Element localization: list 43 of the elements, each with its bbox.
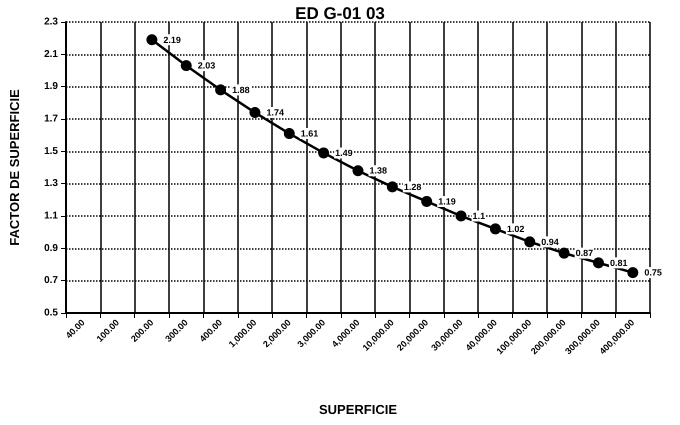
point <box>386 181 398 192</box>
point <box>592 257 604 268</box>
data-label: 0.94 <box>541 236 559 247</box>
y-tick-label: 2.1 <box>44 48 58 60</box>
y-tick-label: 1.3 <box>44 178 58 190</box>
y-tick-label: 0.9 <box>44 242 58 254</box>
point <box>558 248 570 259</box>
point <box>456 210 467 222</box>
data-label: 1.49 <box>335 148 353 158</box>
data-label: 0.87 <box>576 248 594 258</box>
data-label: 1.88 <box>232 84 250 95</box>
point <box>180 60 192 72</box>
point <box>421 196 432 207</box>
y-tick-label: 1.5 <box>44 146 58 157</box>
y-tick-label: 1.9 <box>44 81 58 92</box>
y-tick-label: 1.7 <box>44 114 58 124</box>
x-axis-title: SUPERFICIE <box>318 402 398 417</box>
data-label: 1.02 <box>506 224 524 234</box>
point <box>352 165 364 176</box>
data-label: 0.81 <box>610 258 628 268</box>
data-label: 2.19 <box>163 34 181 45</box>
chart-title: ED G-01 03 <box>295 4 385 23</box>
point <box>318 147 330 158</box>
y-tick-label: 0.7 <box>44 275 58 286</box>
point <box>490 223 501 234</box>
point <box>284 128 295 140</box>
data-label: 1.1 <box>472 211 486 221</box>
y-tick-label: 0.5 <box>44 308 58 318</box>
data-label: 1.19 <box>438 196 456 206</box>
point <box>627 267 638 278</box>
point <box>524 236 536 248</box>
point <box>249 107 260 118</box>
data-label: 1.28 <box>404 182 422 192</box>
data-label: 1.61 <box>300 128 318 139</box>
data-label: 0.75 <box>644 268 662 278</box>
point <box>215 84 226 96</box>
y-tick-label: 1.1 <box>44 210 58 222</box>
data-label: 2.03 <box>198 60 216 71</box>
point <box>146 34 158 46</box>
y-axis-title: FACTOR DE SUPERFICIE <box>7 88 22 246</box>
data-label: 1.38 <box>370 166 388 176</box>
y-tick-label: 2.3 <box>44 16 58 28</box>
data-label: 1.74 <box>266 108 284 118</box>
